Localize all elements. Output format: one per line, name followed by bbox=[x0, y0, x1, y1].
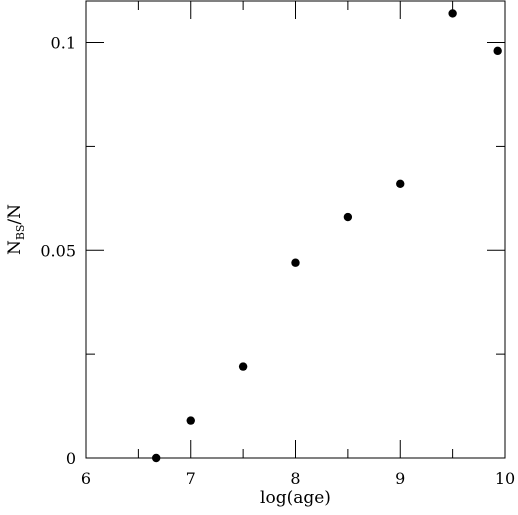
x-tick-label: 6 bbox=[81, 469, 91, 488]
y-tick-label: 0.05 bbox=[40, 241, 76, 260]
data-point bbox=[396, 179, 405, 188]
x-tick-label: 8 bbox=[290, 469, 300, 488]
data-point bbox=[343, 212, 353, 222]
data-point bbox=[493, 46, 502, 56]
y-axis-title: NBS/N bbox=[5, 204, 27, 255]
x-tick-label: 10 bbox=[495, 469, 515, 488]
data-point bbox=[186, 416, 195, 425]
y-axis-title-sub: BS bbox=[14, 225, 27, 241]
y-axis-title-tail: /N bbox=[5, 204, 25, 225]
axis-ticks bbox=[86, 1, 505, 458]
x-tick-label: 9 bbox=[395, 469, 405, 488]
data-points bbox=[151, 9, 502, 463]
plot-frame bbox=[85, 0, 506, 459]
x-axis-title: log(age) bbox=[260, 488, 331, 508]
x-tick-label: 7 bbox=[186, 469, 196, 488]
y-tick-label: 0 bbox=[66, 449, 76, 468]
y-tick-label: 0.1 bbox=[51, 34, 76, 53]
data-point bbox=[448, 9, 457, 18]
data-point bbox=[291, 258, 300, 267]
y-axis-title-main: N bbox=[5, 240, 25, 255]
data-point bbox=[151, 453, 161, 463]
axis-tick-labels: 6 7 8 9 10 0 0.05 0.1 bbox=[40, 34, 515, 488]
data-point bbox=[238, 362, 248, 371]
